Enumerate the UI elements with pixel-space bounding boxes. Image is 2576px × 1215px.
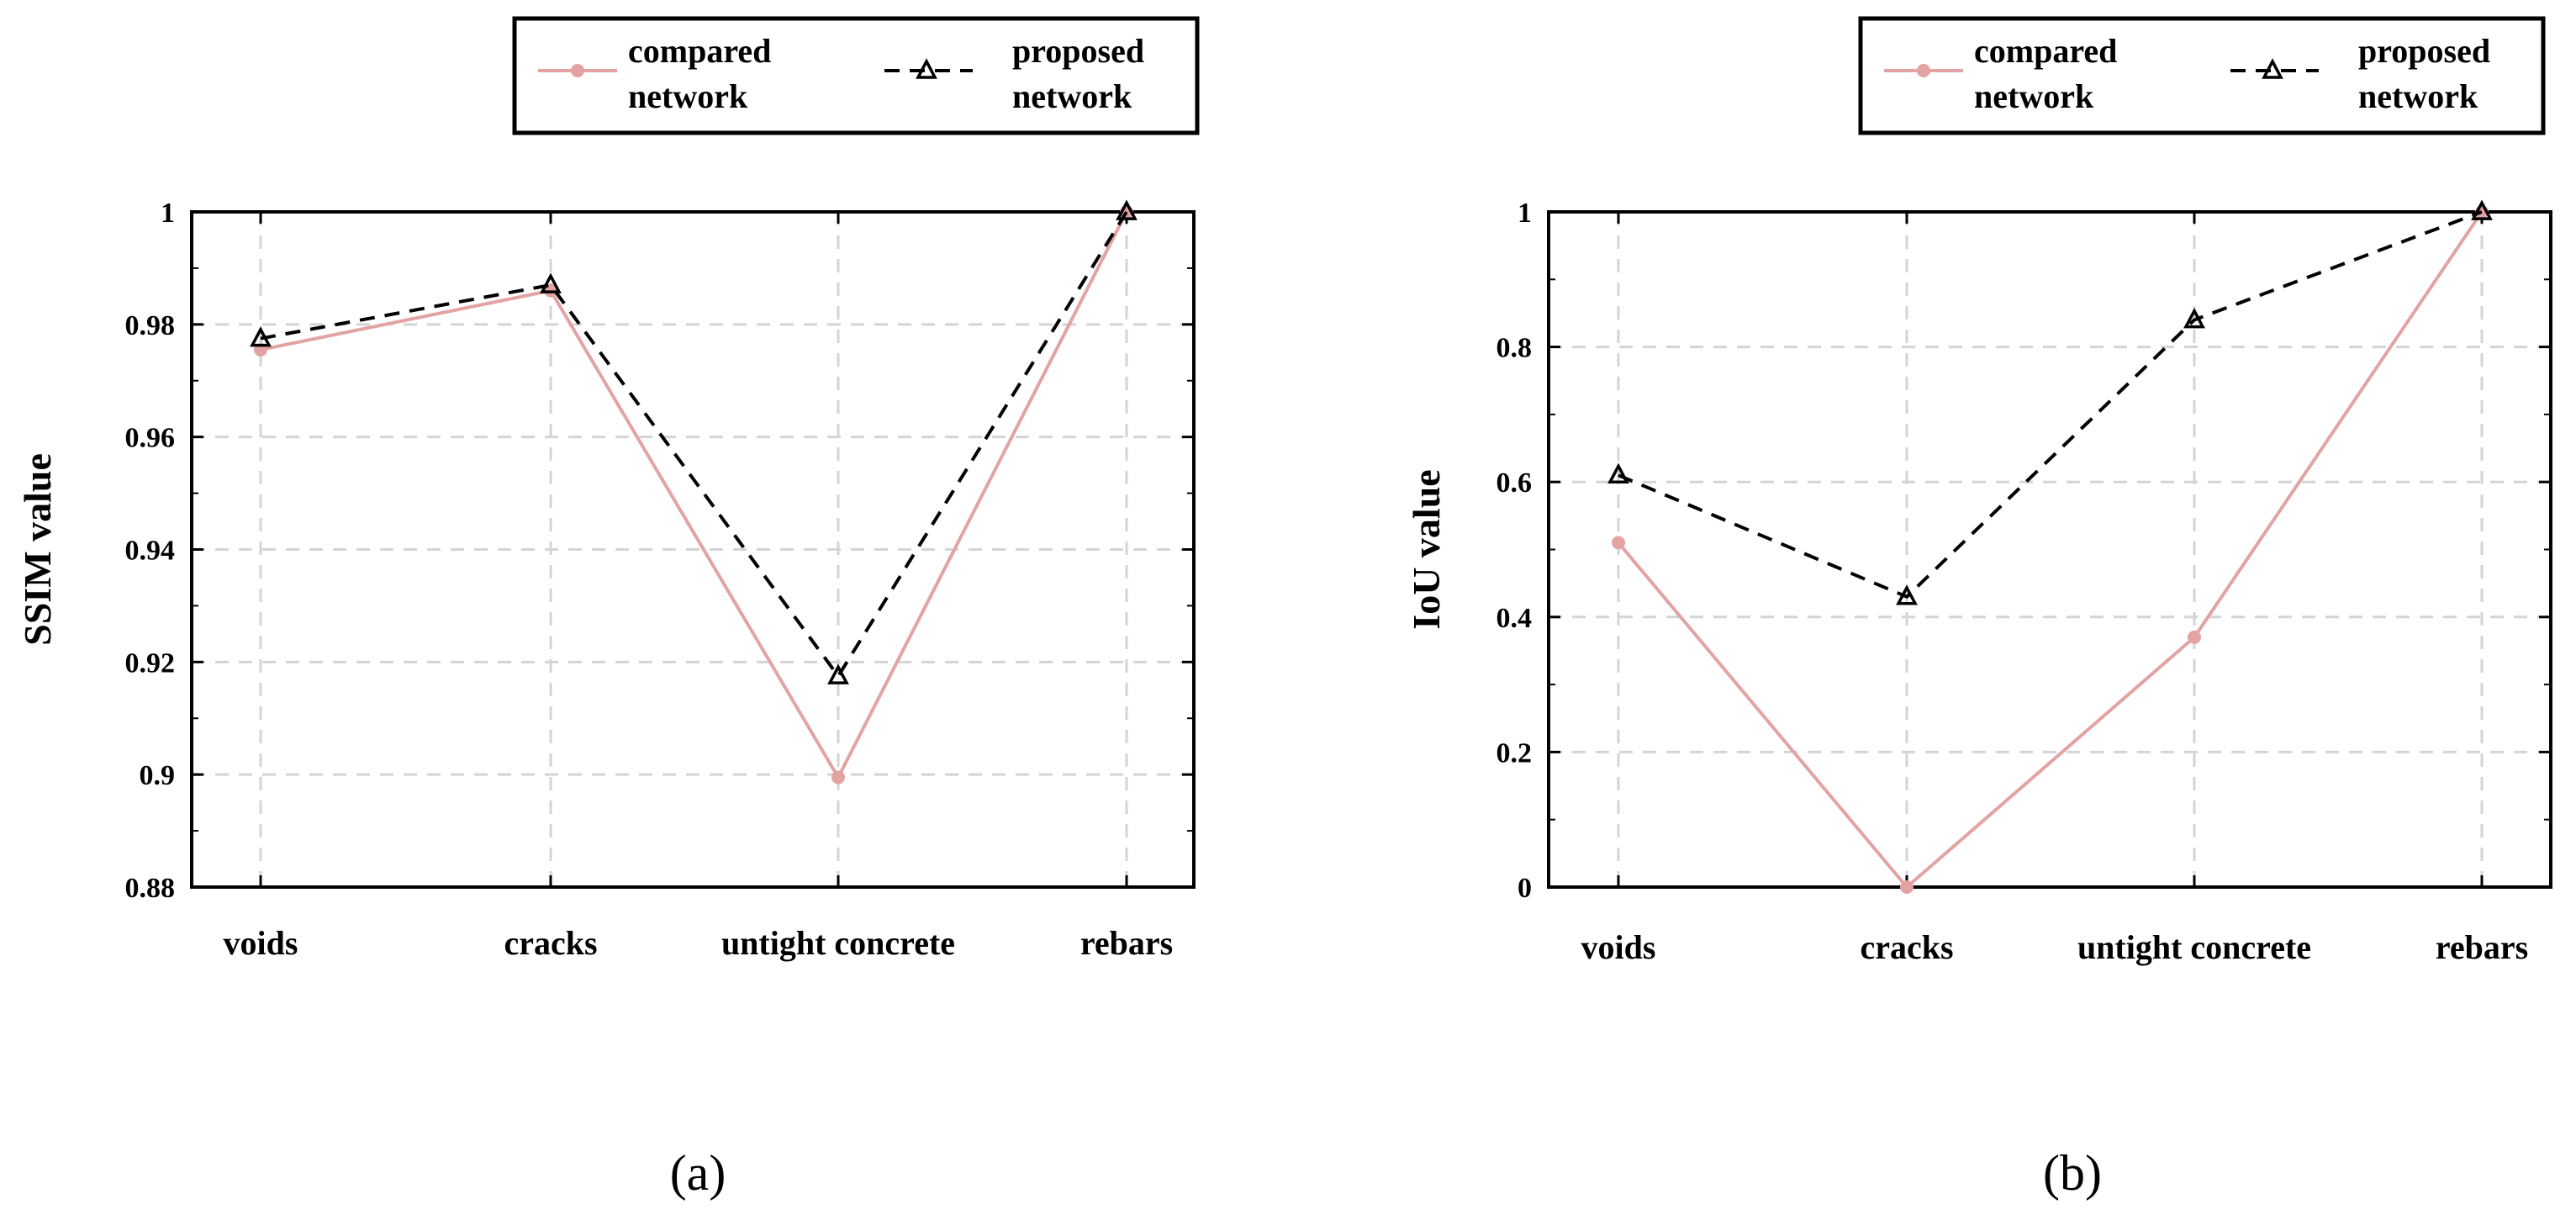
legend-label-proposed: network bbox=[2358, 77, 2478, 115]
y-tick-label: 0.98 bbox=[125, 310, 176, 341]
x-category-label: voids bbox=[1581, 928, 1656, 966]
y-axis-title: IoU value bbox=[1405, 469, 1448, 629]
legend-box bbox=[512, 16, 1200, 135]
legend-marker-proposed bbox=[2262, 58, 2283, 79]
data-point-proposed bbox=[2183, 307, 2205, 329]
data-point-proposed bbox=[1896, 584, 1918, 605]
legend-label-compared: compared bbox=[1974, 32, 2117, 70]
y-tick-label: 0.88 bbox=[125, 873, 176, 904]
x-category-label: untight concrete bbox=[2077, 928, 2311, 966]
data-point-proposed bbox=[827, 663, 849, 684]
data-point-compared bbox=[1900, 880, 1914, 894]
y-tick-label: 0.6 bbox=[1497, 468, 1533, 499]
y-tick-label: 1 bbox=[1518, 198, 1532, 229]
x-category-label: voids bbox=[224, 924, 298, 962]
data-point-compared bbox=[2188, 630, 2201, 644]
y-tick-label: 0.94 bbox=[125, 536, 176, 567]
data-point-proposed bbox=[2471, 199, 2493, 220]
panel-label: (a) bbox=[670, 1145, 726, 1201]
x-category-label: rebars bbox=[1080, 924, 1173, 962]
legend-label-compared: network bbox=[1974, 77, 2094, 115]
data-point-compared bbox=[831, 770, 845, 784]
legend-marker-compared bbox=[1917, 64, 1930, 77]
legend: compared network proposed network bbox=[1858, 16, 2546, 135]
series-line-proposed bbox=[260, 210, 1128, 679]
y-tick-label: 0 bbox=[1518, 873, 1532, 904]
legend-label-proposed: network bbox=[1012, 77, 1132, 115]
x-category-label: cracks bbox=[504, 924, 597, 962]
x-category-label: untight concrete bbox=[721, 924, 955, 962]
legend-marker-proposed bbox=[916, 58, 937, 79]
legend-label-proposed: proposed bbox=[1012, 32, 1144, 70]
series-line-compared bbox=[1617, 210, 2484, 890]
chart-panel-2: 0 0.2 0.4 0.6 0.8 1 voids cracks untight concret… bbox=[1405, 16, 2552, 1201]
plot-frame bbox=[1547, 210, 2552, 889]
panel-label: (b) bbox=[2043, 1145, 2102, 1201]
legend-label-proposed: proposed bbox=[2358, 32, 2490, 70]
x-category-label: rebars bbox=[2436, 928, 2528, 966]
y-tick-label: 0.92 bbox=[125, 647, 176, 679]
data-point-proposed bbox=[1607, 462, 1629, 484]
data-point-compared bbox=[1612, 536, 1625, 550]
y-tick-label: 0.96 bbox=[125, 423, 176, 454]
chart-panel-1: 0.88 0.9 0.92 0.94 0.96 0.98 1 voids cracks untig… bbox=[16, 16, 1200, 1201]
series-line-compared bbox=[260, 211, 1128, 781]
y-tick-label: 0.9 bbox=[140, 760, 176, 791]
legend-label-compared: compared bbox=[628, 32, 771, 70]
data-point-proposed bbox=[540, 272, 562, 293]
y-axis-title: SSIM value bbox=[16, 453, 59, 646]
x-category-label: cracks bbox=[1860, 928, 1953, 966]
y-tick-label: 0.2 bbox=[1497, 737, 1533, 769]
legend-marker-compared bbox=[571, 64, 584, 77]
data-point-proposed bbox=[1116, 199, 1138, 220]
series-line-proposed bbox=[1618, 210, 2483, 600]
data-point-proposed bbox=[250, 326, 272, 347]
legend: compared network proposed network bbox=[512, 16, 1200, 135]
y-tick-label: 0.8 bbox=[1497, 333, 1533, 364]
y-tick-label: 0.4 bbox=[1497, 603, 1533, 634]
y-tick-label: 1 bbox=[161, 198, 175, 229]
legend-label-compared: network bbox=[628, 77, 748, 115]
legend-box bbox=[1858, 16, 2546, 135]
